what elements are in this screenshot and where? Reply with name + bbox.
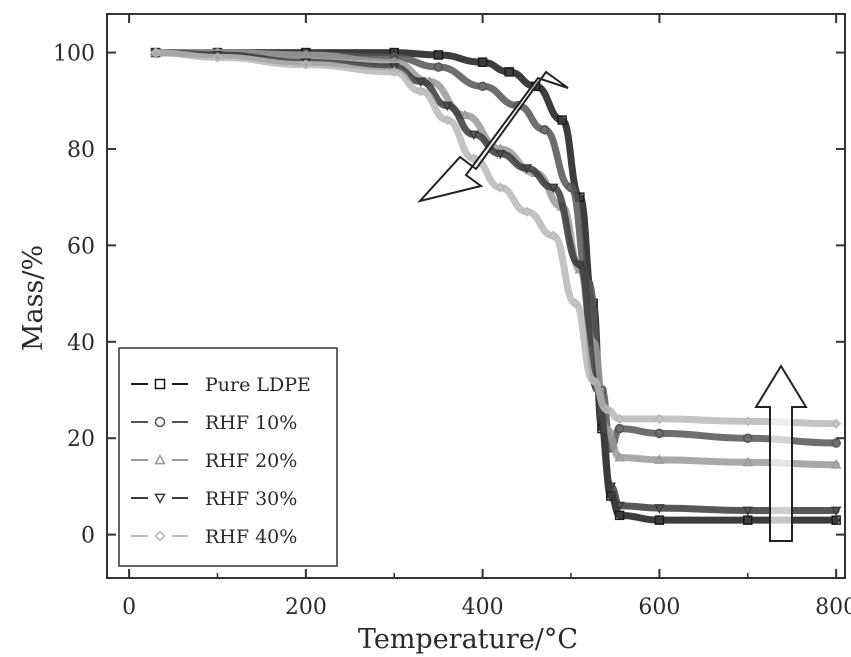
data-point bbox=[539, 124, 550, 135]
legend: Pure LDPE RHF 10% RHF 20% RHF 30% RHF 40% bbox=[118, 347, 338, 567]
x-tick-label: 600 bbox=[638, 595, 680, 620]
data-point bbox=[150, 47, 161, 58]
legend-item: RHF 30% bbox=[131, 488, 297, 510]
x-tick-label: 400 bbox=[462, 595, 504, 620]
legend-item: Pure LDPE bbox=[131, 374, 311, 396]
x-tick-label: 800 bbox=[815, 595, 851, 620]
data-point bbox=[300, 49, 312, 59]
axis-ticks bbox=[107, 14, 845, 578]
data-point bbox=[605, 482, 617, 492]
data-point bbox=[830, 506, 842, 517]
data-point bbox=[742, 456, 754, 467]
y-tick-label: 40 bbox=[67, 331, 95, 356]
data-point bbox=[742, 506, 754, 517]
series-line bbox=[152, 49, 840, 515]
series-layer bbox=[150, 47, 842, 525]
data-point bbox=[548, 230, 559, 241]
data-point bbox=[300, 59, 311, 70]
data-point bbox=[614, 423, 625, 434]
data-point bbox=[415, 77, 427, 88]
data-point bbox=[477, 57, 488, 67]
legend-label: RHF 40% bbox=[205, 526, 297, 548]
data-point bbox=[654, 504, 665, 514]
data-point bbox=[614, 501, 625, 512]
data-point bbox=[433, 50, 444, 60]
data-point bbox=[548, 183, 559, 194]
data-point bbox=[614, 510, 625, 521]
data-point bbox=[654, 515, 665, 525]
legend-label: RHF 10% bbox=[205, 412, 297, 434]
data-point bbox=[433, 62, 444, 72]
data-point bbox=[743, 433, 753, 443]
legend-label: RHF 20% bbox=[205, 450, 297, 472]
data-point bbox=[588, 375, 599, 386]
x-tick-label: 200 bbox=[285, 595, 327, 620]
data-point bbox=[477, 81, 488, 92]
data-point bbox=[614, 451, 625, 462]
x-axis-title: Temperature/°C bbox=[358, 624, 578, 655]
series-line bbox=[152, 49, 840, 469]
data-point bbox=[557, 115, 567, 125]
data-point bbox=[154, 493, 166, 505]
y-tick-label: 60 bbox=[67, 234, 95, 259]
legend-label: Pure LDPE bbox=[205, 374, 311, 396]
data-point bbox=[442, 114, 453, 126]
data-point bbox=[743, 515, 753, 525]
y-tick-label: 0 bbox=[81, 524, 95, 549]
data-point bbox=[566, 182, 576, 193]
data-point bbox=[574, 260, 586, 271]
data-point bbox=[614, 413, 625, 424]
plot-frame bbox=[106, 13, 846, 579]
data-point bbox=[601, 404, 612, 415]
series-line bbox=[152, 49, 840, 524]
data-point bbox=[521, 206, 532, 217]
y-tick-label: 100 bbox=[53, 42, 95, 67]
data-point bbox=[504, 67, 514, 77]
data-point bbox=[654, 428, 665, 439]
data-point bbox=[154, 378, 166, 390]
data-point bbox=[521, 164, 533, 174]
data-point bbox=[495, 182, 506, 193]
data-point bbox=[442, 101, 453, 112]
legend-item: RHF 10% bbox=[131, 412, 297, 434]
data-point bbox=[154, 530, 166, 542]
data-point bbox=[468, 153, 479, 164]
data-point bbox=[654, 454, 665, 464]
data-point bbox=[415, 86, 426, 97]
legend-items: Pure LDPE RHF 10% RHF 20% RHF 30% RHF 40% bbox=[131, 374, 311, 548]
data-point bbox=[468, 130, 480, 141]
data-point bbox=[388, 63, 400, 73]
x-tick-label: 0 bbox=[122, 595, 136, 620]
data-point bbox=[154, 453, 166, 465]
data-point bbox=[459, 109, 471, 120]
legend-item: RHF 20% bbox=[131, 450, 297, 472]
y-axis-title: Mass/% bbox=[18, 245, 49, 351]
tick-labels: 0 200 400 600 800 0 20 40 60 80 100 bbox=[53, 42, 851, 620]
data-point bbox=[212, 52, 223, 63]
trend-arrow-mass-loss bbox=[417, 70, 569, 203]
legend-label: RHF 30% bbox=[205, 488, 297, 510]
trend-arrow-residue bbox=[754, 364, 808, 542]
series-line bbox=[152, 49, 840, 428]
y-tick-label: 80 bbox=[67, 138, 95, 163]
data-point bbox=[654, 413, 665, 424]
data-point bbox=[389, 66, 400, 77]
data-point bbox=[831, 418, 842, 429]
data-point bbox=[495, 149, 506, 160]
data-point bbox=[831, 515, 841, 525]
data-point bbox=[830, 459, 842, 469]
data-point bbox=[742, 416, 753, 427]
data-point bbox=[154, 416, 166, 428]
series-rhf-40- bbox=[150, 47, 842, 429]
y-tick-label: 20 bbox=[67, 427, 95, 452]
data-point bbox=[570, 298, 581, 309]
data-point bbox=[831, 438, 841, 448]
legend-item: RHF 40% bbox=[131, 526, 297, 548]
